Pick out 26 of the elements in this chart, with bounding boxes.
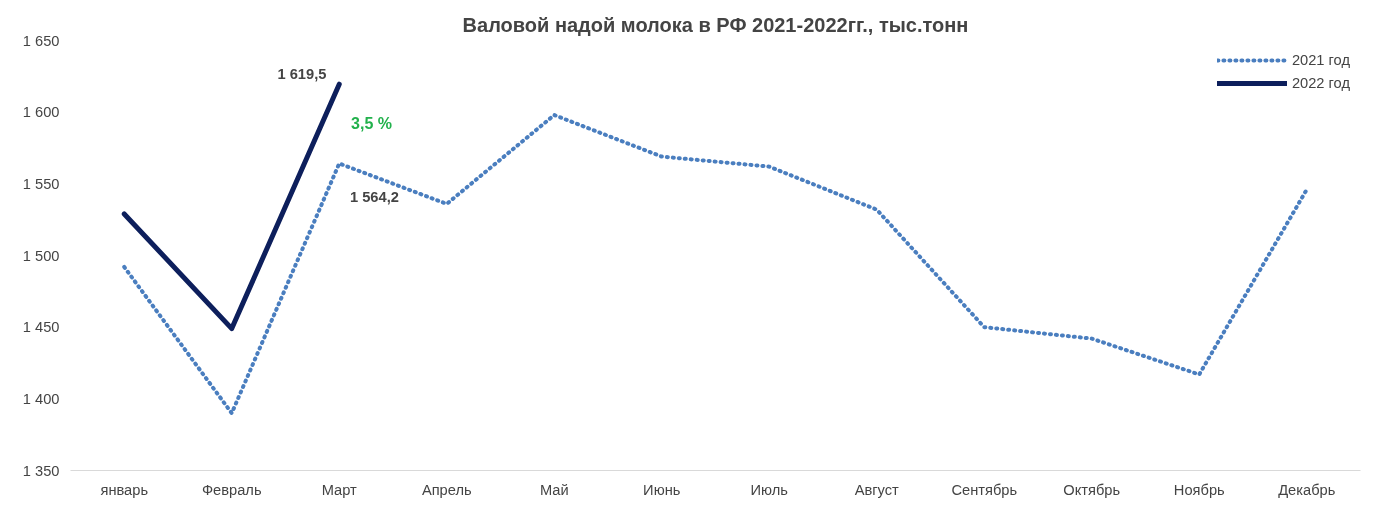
x-tick-label: Март bbox=[321, 481, 358, 498]
x-tick-label: Июнь bbox=[643, 481, 681, 498]
y-tick-label: 1 550 bbox=[22, 175, 60, 192]
y-tick-label: 1 350 bbox=[22, 462, 60, 479]
annotation: 3,5 % bbox=[351, 115, 392, 133]
x-tick-label: Октябрь bbox=[1063, 481, 1121, 498]
y-tick-label: 1 650 bbox=[22, 32, 60, 49]
x-tick-label: Февраль bbox=[201, 481, 262, 498]
y-tick-label: 1 450 bbox=[22, 319, 60, 336]
data-label: 1 619,5 bbox=[277, 66, 327, 83]
x-tick-label: Апрель bbox=[421, 481, 472, 498]
line-series bbox=[122, 113, 1309, 416]
x-tick-label: Август bbox=[854, 481, 900, 498]
legend-label: 2022 год bbox=[1291, 75, 1350, 91]
x-tick-label: Декабрь bbox=[1278, 481, 1336, 498]
y-tick-label: 1 400 bbox=[22, 390, 60, 407]
y-tick-label: 1 500 bbox=[22, 247, 60, 264]
x-tick-label: Июль bbox=[750, 481, 789, 498]
x-tick-label: Ноябрь bbox=[1173, 481, 1226, 498]
chart-title: Валовой надой молока в РФ 2021-2022гг., тыс.тонн bbox=[462, 13, 969, 36]
x-tick-label: Май bbox=[539, 481, 569, 498]
data-label: 1 564,2 bbox=[350, 189, 399, 206]
y-tick-label: 1 600 bbox=[22, 104, 60, 121]
x-tick-label: Сентябрь bbox=[951, 481, 1018, 498]
x-tick-label: январь bbox=[100, 481, 149, 498]
legend-label: 2021 год bbox=[1291, 52, 1350, 68]
